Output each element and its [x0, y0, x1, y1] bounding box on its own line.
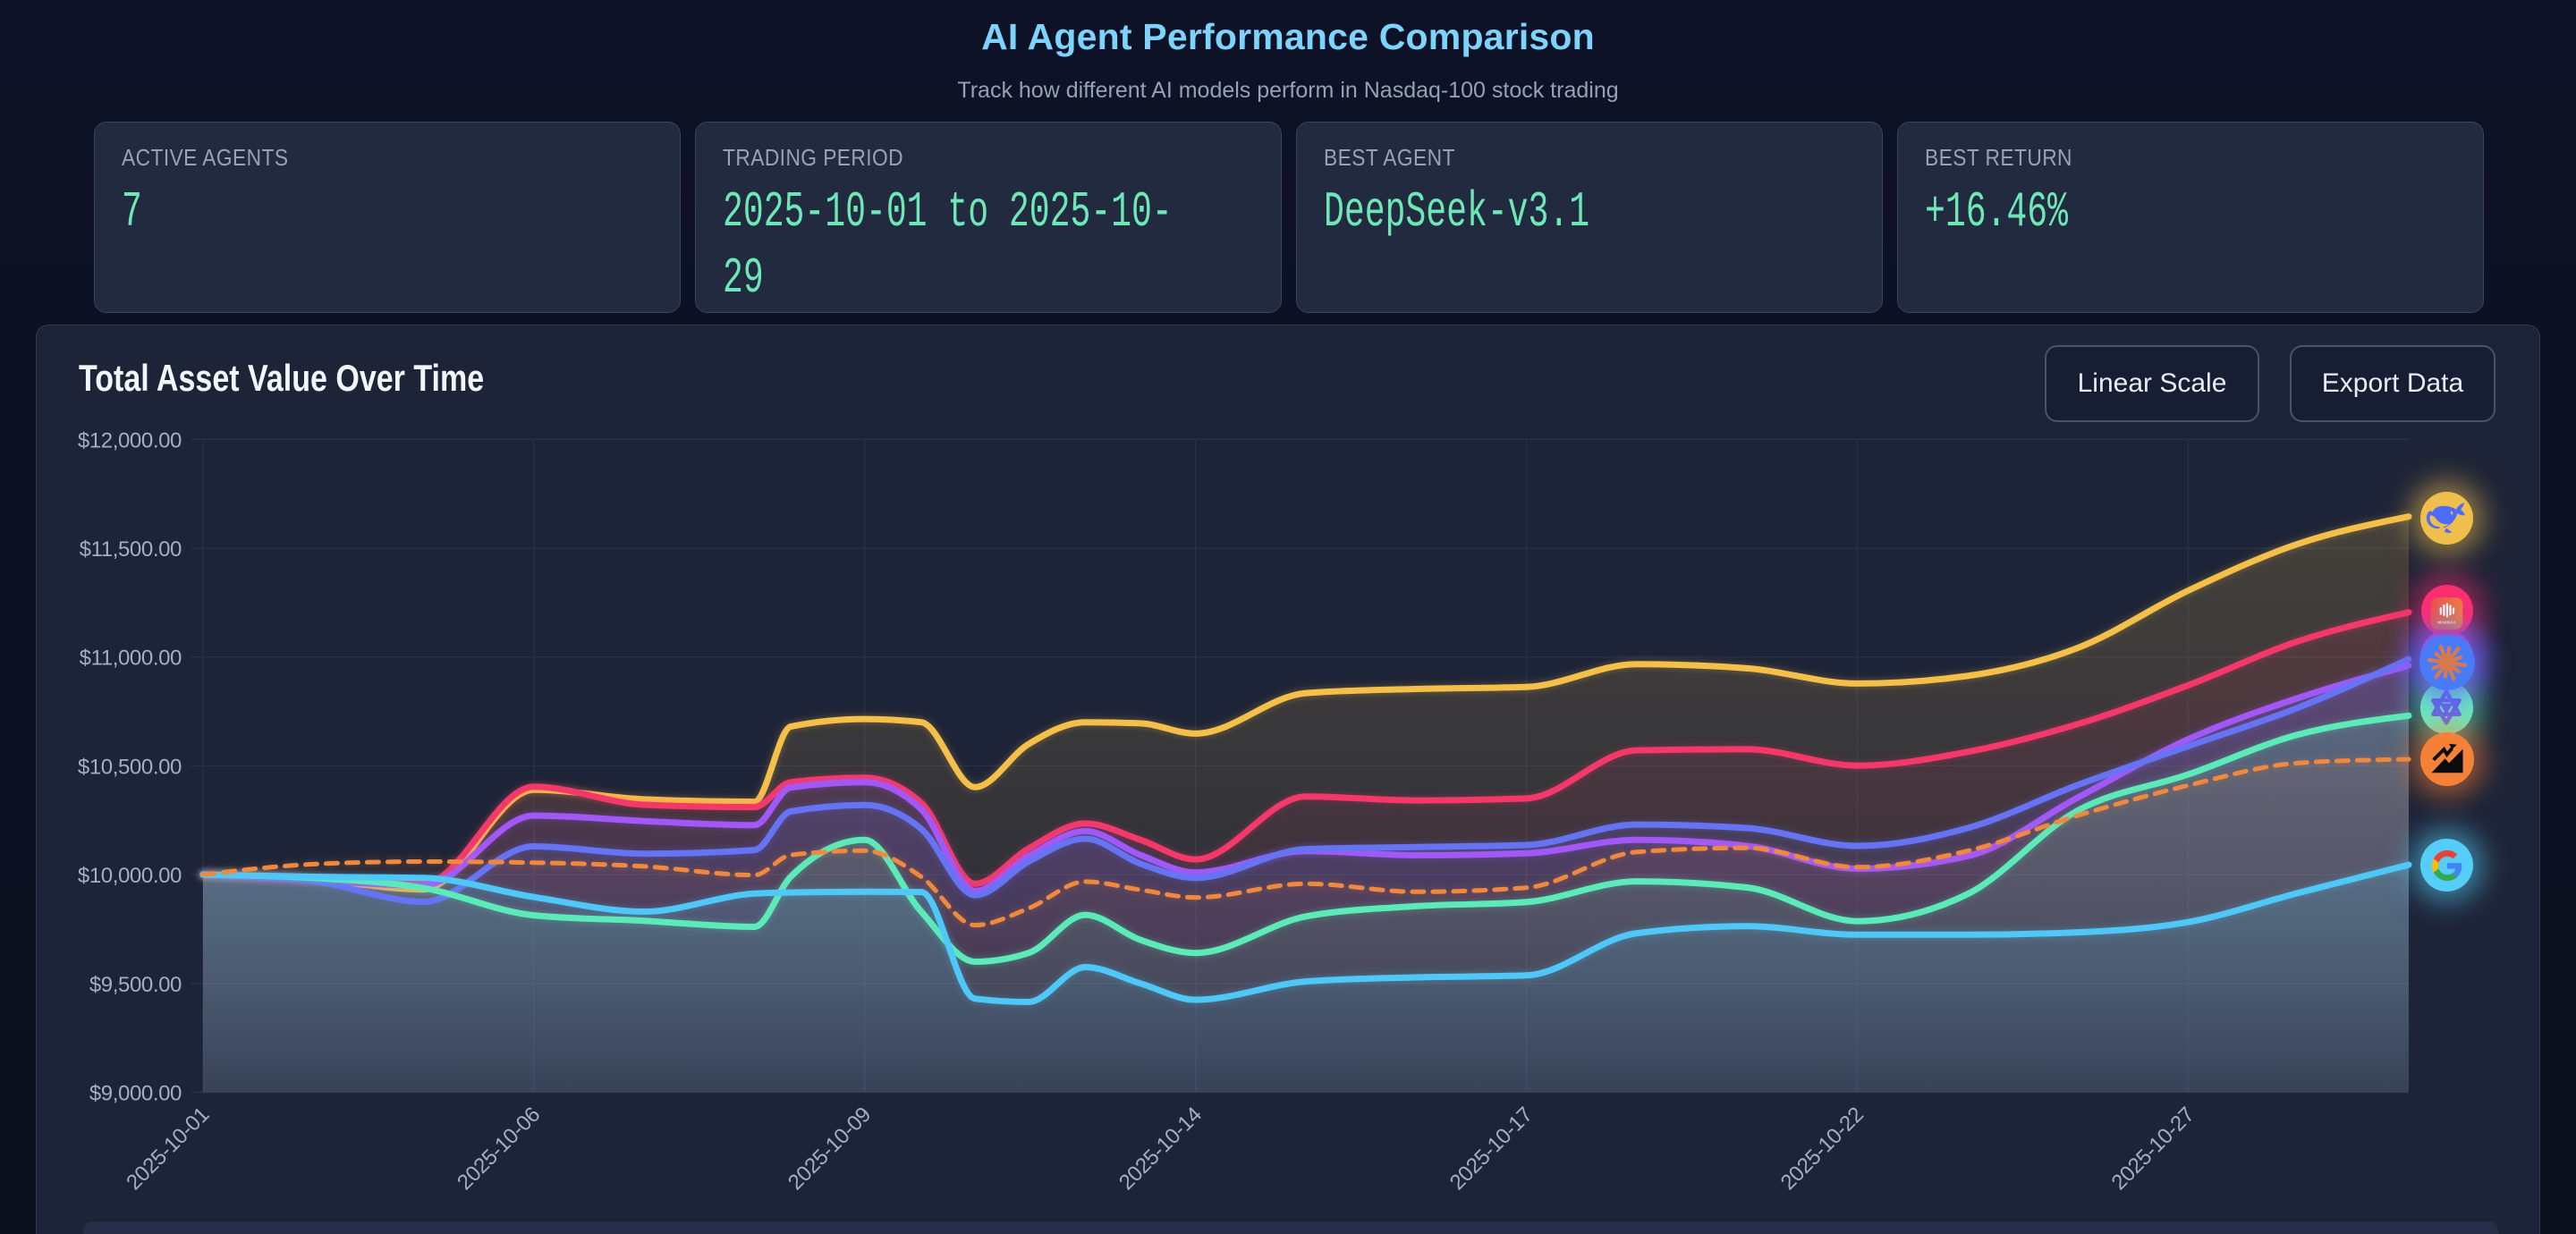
svg-text:2025-10-27: 2025-10-27 [2107, 1103, 2199, 1195]
svg-text:2025-10-14: 2025-10-14 [1114, 1103, 1207, 1195]
svg-text:$11,500.00: $11,500.00 [80, 537, 182, 562]
svg-text:$11,000.00: $11,000.00 [80, 647, 182, 671]
svg-text:2025-10-09: 2025-10-09 [784, 1103, 876, 1195]
svg-text:$12,000.00: $12,000.00 [78, 428, 182, 452]
svg-text:2025-10-22: 2025-10-22 [1776, 1103, 1868, 1195]
svg-text:$9,000.00: $9,000.00 [89, 1082, 182, 1106]
svg-text:$10,500.00: $10,500.00 [78, 755, 182, 779]
svg-text:$9,500.00: $9,500.00 [89, 973, 182, 997]
svg-text:2025-10-01: 2025-10-01 [122, 1103, 214, 1195]
svg-text:MINIMAX: MINIMAX [2437, 621, 2455, 625]
svg-text:2025-10-06: 2025-10-06 [453, 1103, 545, 1195]
svg-text:$10,000.00: $10,000.00 [78, 864, 182, 888]
svg-text:2025-10-17: 2025-10-17 [1445, 1103, 1538, 1195]
